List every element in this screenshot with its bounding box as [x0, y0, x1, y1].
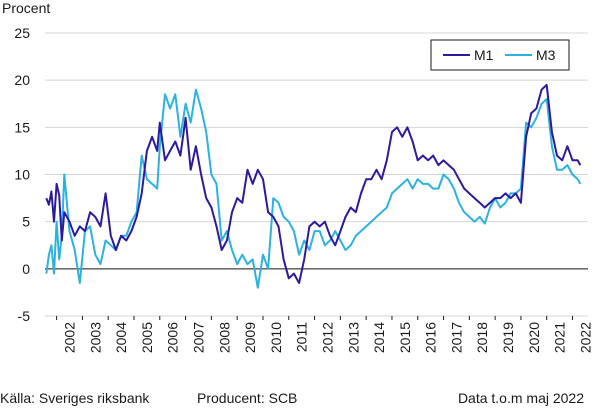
- series-lines: [45, 83, 582, 289]
- x-tick-label: 2019: [500, 322, 516, 353]
- x-tick-label: 2018: [474, 322, 490, 353]
- y-tick-label: 10: [14, 167, 30, 183]
- y-tick-label: 20: [14, 72, 30, 88]
- x-tick-label: 2012: [319, 322, 335, 353]
- x-tick-label: 2021: [552, 322, 568, 353]
- x-tick-label: 2009: [242, 322, 258, 353]
- y-tick-label: 0: [22, 261, 30, 277]
- x-tick-label: 2015: [397, 322, 413, 353]
- x-tick-label: 2020: [526, 322, 542, 353]
- x-tick-label: 2011: [294, 322, 310, 352]
- y-tick-label: -5: [18, 308, 31, 324]
- x-axis-ticks: 2002 2003 2004 2005 2006 2007 2008 2009 2010 2011…: [56, 316, 593, 353]
- legend: M1 M3: [430, 39, 570, 71]
- x-tick-label: 2014: [371, 322, 387, 353]
- source-note: Källa: Sveriges riksbank: [0, 390, 150, 406]
- x-tick-label: 2016: [423, 322, 439, 353]
- series-line-m1: [45, 83, 582, 284]
- x-tick-label: 2004: [113, 322, 129, 353]
- x-tick-label: 2013: [345, 322, 361, 353]
- y-tick-label: 15: [14, 119, 30, 135]
- y-axis-ticks: -5 0 5 10 15 20 25: [14, 25, 30, 324]
- legend-label-m1: M1: [474, 47, 494, 63]
- gridlines: [45, 32, 588, 317]
- series-line-m3: [45, 88, 582, 289]
- data-period-note: Data t.o.m maj 2022: [457, 390, 584, 406]
- x-tick-label: 2007: [190, 322, 206, 353]
- x-tick-label: 2008: [216, 322, 232, 353]
- y-axis-label: Procent: [2, 0, 50, 16]
- x-tick-label: 2002: [62, 322, 78, 353]
- y-tick-label: 25: [14, 25, 30, 41]
- x-tick-label: 2005: [139, 322, 155, 353]
- producer-note: Producent: SCB: [197, 390, 298, 406]
- y-tick-label: 5: [22, 214, 30, 230]
- x-tick-label: 2022: [577, 322, 593, 353]
- x-tick-label: 2003: [87, 322, 103, 353]
- x-tick-label: 2010: [268, 322, 284, 353]
- x-tick-label: 2017: [448, 322, 464, 353]
- x-tick-label: 2006: [165, 322, 181, 353]
- legend-label-m3: M3: [536, 47, 556, 63]
